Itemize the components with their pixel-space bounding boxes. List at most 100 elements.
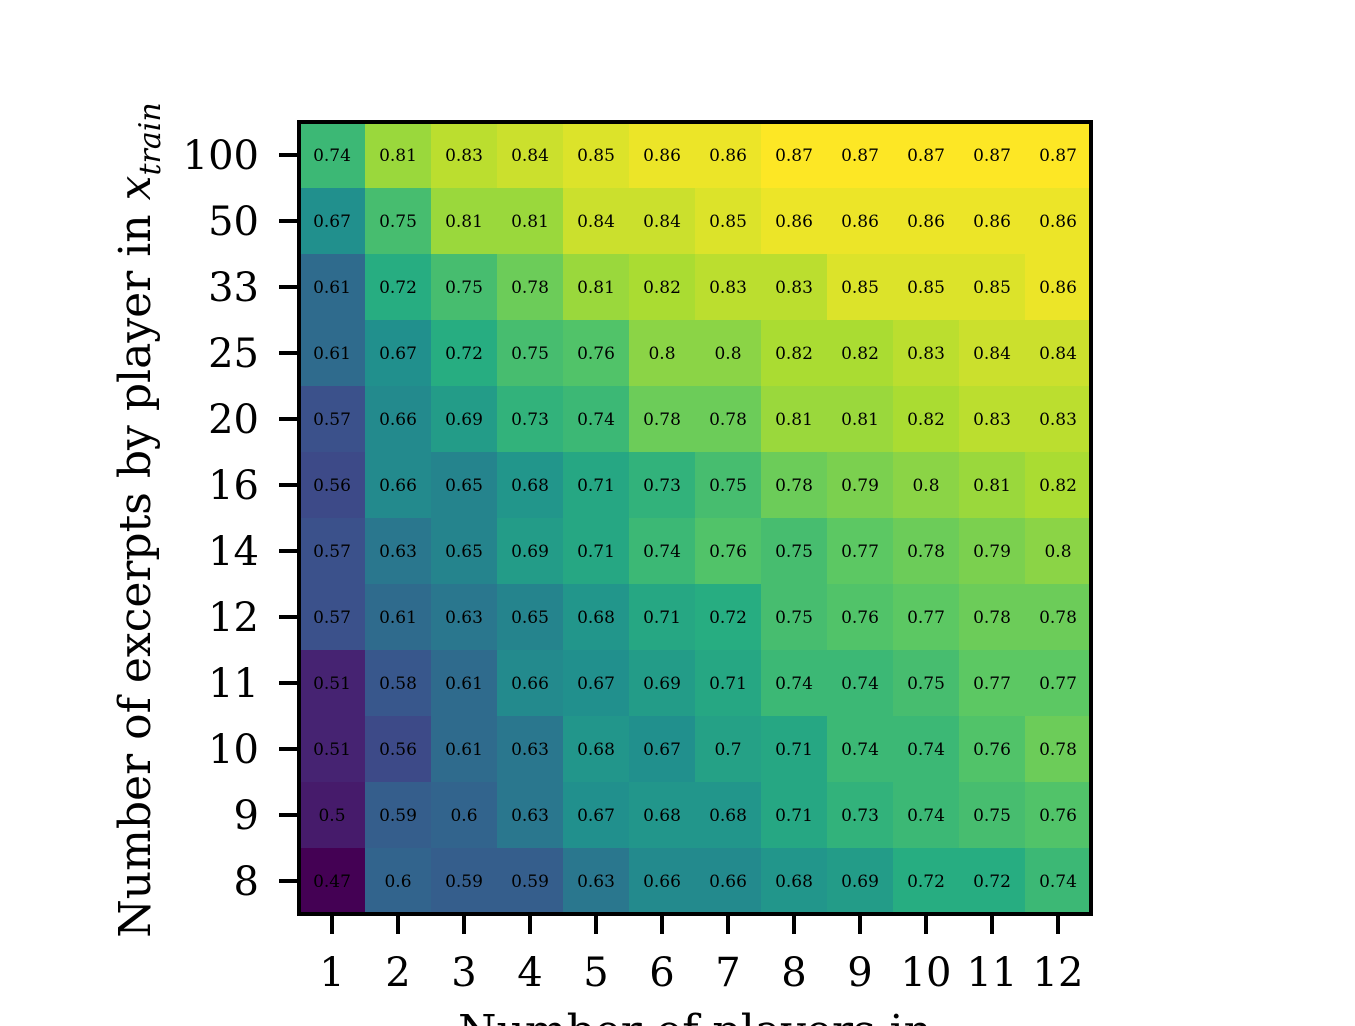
heatmap-cell [431, 386, 498, 453]
cell-value-label: 0.74 [907, 740, 945, 760]
heatmap-cell [299, 122, 366, 189]
heatmap-cell [431, 782, 498, 849]
heatmap-cell [959, 452, 1026, 519]
heatmap-cell [893, 452, 960, 519]
heatmap-cell [629, 122, 696, 189]
cell-value-label: 0.8 [648, 344, 675, 364]
heatmap-cell [497, 386, 564, 453]
heatmap-cell [563, 320, 630, 387]
cell-value-label: 0.86 [1039, 212, 1077, 232]
cell-value-label: 0.84 [511, 146, 549, 166]
heatmap-cell [1025, 254, 1092, 321]
cell-value-label: 0.75 [973, 806, 1011, 826]
cell-value-label: 0.63 [445, 608, 483, 628]
cell-value-label: 0.8 [912, 476, 939, 496]
heatmap-cell [497, 650, 564, 717]
cell-value-label: 0.81 [775, 410, 813, 430]
heatmap-cell [299, 584, 366, 651]
heatmap-cell [497, 452, 564, 519]
heatmap-cell [827, 254, 894, 321]
cell-value-label: 0.57 [313, 410, 351, 430]
cell-value-label: 0.73 [643, 476, 681, 496]
cell-value-label: 0.86 [643, 146, 681, 166]
heatmap-cell [431, 584, 498, 651]
y-tick-label: 12 [208, 595, 259, 641]
cell-value-label: 0.71 [775, 806, 813, 826]
cell-value-label: 0.74 [643, 542, 681, 562]
heatmap-cell [761, 320, 828, 387]
heatmap-cell [299, 650, 366, 717]
cell-value-label: 0.66 [379, 476, 417, 496]
heatmap-cell [827, 782, 894, 849]
heatmap-cell [629, 848, 696, 915]
x-tick-label: 3 [451, 950, 476, 996]
cell-value-label: 0.72 [379, 278, 417, 298]
heatmap-cell [299, 782, 366, 849]
heatmap-cell [563, 254, 630, 321]
cell-value-label: 0.72 [709, 608, 747, 628]
cell-value-label: 0.71 [577, 542, 615, 562]
heatmap-cell [959, 518, 1026, 585]
heatmap-cell [629, 188, 696, 255]
heatmap-cell [761, 650, 828, 717]
cell-value-label: 0.76 [973, 740, 1011, 760]
heatmap-cell [827, 386, 894, 453]
cell-value-label: 0.83 [973, 410, 1011, 430]
heatmap-cell [299, 716, 366, 783]
heatmap-cell [431, 716, 498, 783]
cell-value-label: 0.67 [379, 344, 417, 364]
cell-value-label: 0.75 [775, 542, 813, 562]
heatmap-cell [761, 188, 828, 255]
heatmap-cell [893, 188, 960, 255]
cell-value-label: 0.61 [445, 740, 483, 760]
cell-value-label: 0.68 [709, 806, 747, 826]
cell-value-label: 0.78 [907, 542, 945, 562]
cell-value-label: 0.71 [709, 674, 747, 694]
cell-value-label: 0.75 [775, 608, 813, 628]
cell-value-label: 0.66 [709, 872, 747, 892]
heatmap-cell [695, 122, 762, 189]
cell-value-label: 0.68 [511, 476, 549, 496]
heatmap-cell [695, 584, 762, 651]
cell-value-label: 0.81 [445, 212, 483, 232]
x-tick-label: 8 [781, 950, 806, 996]
cell-value-label: 0.72 [973, 872, 1011, 892]
cell-value-label: 0.86 [973, 212, 1011, 232]
heatmap-cell [959, 716, 1026, 783]
x-tick-label: 12 [1033, 950, 1084, 996]
heatmap-cell [695, 452, 762, 519]
cell-value-label: 0.76 [841, 608, 879, 628]
cell-value-label: 0.85 [709, 212, 747, 232]
heatmap-cell [827, 320, 894, 387]
cell-value-label: 0.86 [775, 212, 813, 232]
heatmap-cell [497, 848, 564, 915]
heatmap-cell [563, 716, 630, 783]
heatmap-cell [563, 452, 630, 519]
cell-value-label: 0.63 [577, 872, 615, 892]
cell-value-label: 0.85 [841, 278, 879, 298]
cell-value-label: 0.79 [841, 476, 879, 496]
heatmap-cell [431, 650, 498, 717]
heatmap-cell [365, 782, 432, 849]
heatmap-cell [695, 848, 762, 915]
cell-value-label: 0.74 [1039, 872, 1077, 892]
cell-value-label: 0.74 [577, 410, 615, 430]
cell-value-label: 0.61 [313, 278, 351, 298]
heatmap-cell [365, 584, 432, 651]
cell-value-label: 0.67 [643, 740, 681, 760]
cell-value-label: 0.78 [643, 410, 681, 430]
cell-value-label: 0.85 [907, 278, 945, 298]
heatmap-cell [893, 650, 960, 717]
cell-value-label: 0.69 [511, 542, 549, 562]
heatmap-cell [959, 254, 1026, 321]
heatmap-cell [497, 518, 564, 585]
cell-value-label: 0.63 [511, 806, 549, 826]
heatmap-cell [365, 254, 432, 321]
heatmap-cell [365, 716, 432, 783]
heatmap-cell [761, 584, 828, 651]
cell-value-label: 0.6 [384, 872, 411, 892]
y-tick-label: 14 [208, 529, 259, 575]
cell-value-label: 0.81 [379, 146, 417, 166]
x-tick-label: 5 [583, 950, 608, 996]
cell-value-label: 0.51 [313, 674, 351, 694]
